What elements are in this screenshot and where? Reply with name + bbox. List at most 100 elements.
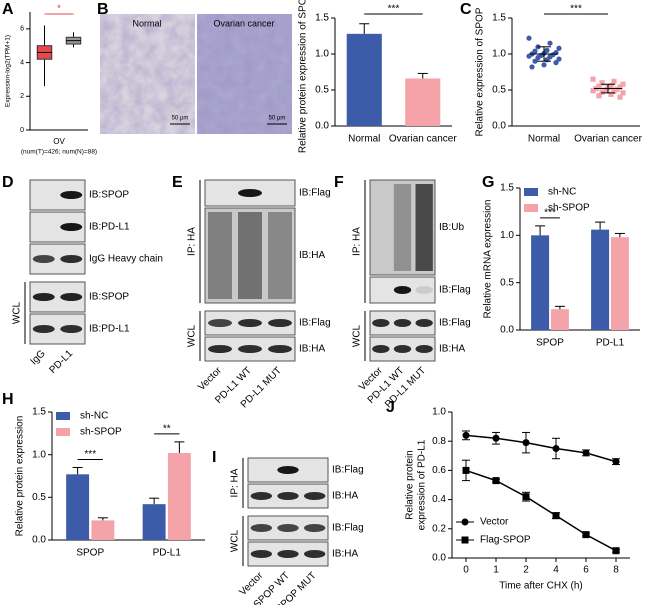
bar bbox=[405, 78, 441, 126]
data-point bbox=[599, 89, 605, 95]
blot-band bbox=[60, 293, 83, 301]
y-tick-label: 2 bbox=[20, 93, 24, 100]
panel-label: J bbox=[386, 399, 395, 416]
row-label: IB:HA bbox=[332, 549, 358, 560]
data-point bbox=[596, 83, 602, 89]
data-point bbox=[526, 35, 532, 41]
row-label: IB:Ub bbox=[439, 222, 464, 233]
blot-band bbox=[277, 550, 299, 558]
bar bbox=[591, 229, 610, 330]
scale-label: 50 µm bbox=[172, 116, 189, 122]
subtitle: (num(T)=426; num(N)=88) bbox=[21, 149, 97, 156]
y-tick-label: 0.4 bbox=[432, 494, 446, 505]
y-tick-label: 0 bbox=[20, 127, 24, 134]
micrograph-texture bbox=[100, 14, 195, 134]
y-axis-label: Relative protein expression bbox=[15, 416, 26, 537]
blot-band bbox=[304, 524, 326, 532]
data-point bbox=[612, 547, 620, 555]
data-point bbox=[553, 60, 559, 66]
x-tick-label: 6 bbox=[583, 565, 589, 576]
y-tick-label: 0.5 bbox=[500, 277, 514, 288]
data-point bbox=[590, 88, 596, 94]
x-tick-label: 2 bbox=[523, 565, 529, 576]
y-tick-label: 0.6 bbox=[432, 465, 446, 476]
y-tick-label: 1.0 bbox=[500, 230, 514, 241]
data-point bbox=[611, 88, 617, 95]
row-label: IB:Flag bbox=[439, 285, 471, 296]
blot-band bbox=[372, 345, 390, 353]
y-tick-label: 1.0 bbox=[315, 49, 329, 60]
legend-swatch bbox=[56, 412, 70, 420]
lane-label: PD-L1 bbox=[47, 348, 75, 376]
y-tick-label: 1.0 bbox=[32, 449, 46, 460]
blot-smear bbox=[393, 184, 412, 271]
data-point bbox=[556, 45, 562, 51]
blot-band bbox=[393, 345, 412, 353]
x-tick-label: PD-L1 bbox=[153, 548, 182, 559]
data-point bbox=[599, 80, 605, 86]
x-tick-label: 0 bbox=[463, 565, 469, 576]
blot-band bbox=[415, 319, 433, 327]
blot-band bbox=[32, 255, 55, 263]
row-label: IB:HA bbox=[299, 344, 325, 355]
blot-band bbox=[238, 189, 262, 197]
significance-label: *** bbox=[570, 4, 582, 15]
bar bbox=[531, 235, 550, 330]
blot-band bbox=[393, 319, 412, 327]
data-point bbox=[617, 94, 623, 100]
x-tick-label: Normal bbox=[348, 134, 380, 145]
section-label: WCL bbox=[230, 529, 241, 552]
image-label: Normal bbox=[132, 18, 161, 28]
blot-smear bbox=[238, 212, 262, 299]
data-point bbox=[532, 58, 538, 64]
blot-band bbox=[393, 286, 412, 294]
blot-band bbox=[238, 319, 262, 327]
blot-strip bbox=[369, 276, 436, 304]
y-axis-label: Expression-log2(TPM+1) bbox=[5, 35, 12, 107]
x-tick-label: SPOP bbox=[76, 548, 104, 559]
blot-band bbox=[32, 325, 55, 333]
data-point bbox=[608, 91, 614, 97]
y-tick-label: 0.0 bbox=[492, 121, 506, 132]
section-label: WCL bbox=[352, 324, 363, 347]
row-label: IB:SPOP bbox=[89, 190, 129, 201]
data-point bbox=[582, 531, 590, 539]
scale-label: 50 µm bbox=[269, 116, 286, 122]
blot-band bbox=[250, 492, 272, 500]
data-point bbox=[541, 62, 547, 68]
x-tick-label: PD-L1 bbox=[596, 338, 625, 349]
blot-band bbox=[277, 524, 299, 532]
data-point bbox=[614, 86, 620, 92]
y-tick-label: 6 bbox=[20, 26, 24, 33]
data-point bbox=[620, 90, 626, 96]
blot-band bbox=[60, 325, 83, 333]
y-tick-label: 0.5 bbox=[32, 492, 46, 503]
x-axis-label: Time after CHX (h) bbox=[499, 581, 583, 592]
section-label: WCL bbox=[12, 301, 23, 324]
y-tick-label: 1.5 bbox=[492, 13, 506, 24]
y-tick-label: 1.0 bbox=[492, 49, 506, 60]
x-tick-label: Normal bbox=[528, 134, 560, 145]
panel-label: E bbox=[172, 174, 183, 191]
blot-band bbox=[32, 293, 55, 301]
legend-swatch bbox=[524, 204, 538, 212]
x-tick-label: Ovarian cancer bbox=[574, 134, 642, 145]
blot-strip bbox=[247, 457, 329, 483]
y-tick-label: 0.2 bbox=[432, 523, 446, 534]
data-point bbox=[590, 76, 596, 82]
y-tick-label: 4 bbox=[20, 59, 24, 66]
data-point bbox=[535, 55, 541, 61]
data-point bbox=[547, 40, 553, 46]
series-line bbox=[465, 469, 617, 552]
legend-label: sh-NC bbox=[548, 187, 576, 198]
bar bbox=[550, 309, 569, 330]
legend-label: sh-SPOP bbox=[548, 203, 590, 214]
y-tick-label: 0.0 bbox=[315, 121, 329, 132]
row-label: IB:Flag bbox=[439, 318, 471, 329]
data-point bbox=[602, 87, 608, 93]
row-label: IB:Flag bbox=[332, 523, 364, 534]
blot-band bbox=[372, 319, 390, 327]
blot-smear bbox=[208, 212, 232, 299]
blot-band bbox=[60, 255, 83, 263]
row-label: IB:PD-L1 bbox=[89, 222, 130, 233]
